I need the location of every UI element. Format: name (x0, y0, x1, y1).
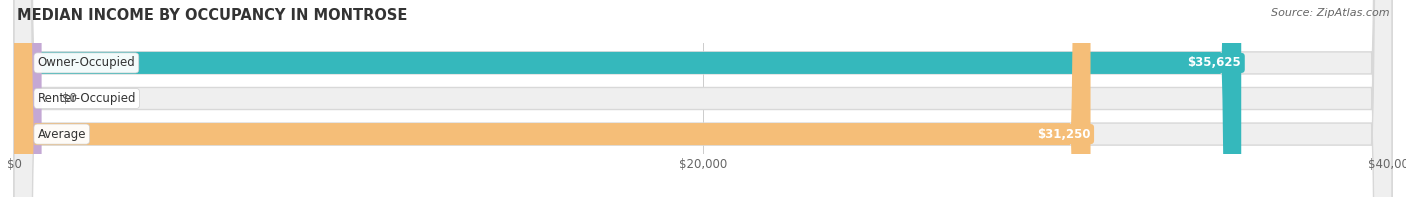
FancyBboxPatch shape (14, 0, 1091, 197)
Text: $31,250: $31,250 (1038, 128, 1091, 141)
FancyBboxPatch shape (14, 0, 1392, 197)
Text: MEDIAN INCOME BY OCCUPANCY IN MONTROSE: MEDIAN INCOME BY OCCUPANCY IN MONTROSE (17, 8, 408, 23)
Text: Source: ZipAtlas.com: Source: ZipAtlas.com (1271, 8, 1389, 18)
Text: Owner-Occupied: Owner-Occupied (38, 56, 135, 69)
FancyBboxPatch shape (14, 0, 42, 197)
Text: $35,625: $35,625 (1188, 56, 1241, 69)
FancyBboxPatch shape (14, 0, 1392, 197)
FancyBboxPatch shape (14, 0, 1392, 197)
Text: $0: $0 (62, 92, 77, 105)
Text: Renter-Occupied: Renter-Occupied (38, 92, 136, 105)
FancyBboxPatch shape (14, 0, 1241, 197)
Text: Average: Average (38, 128, 86, 141)
